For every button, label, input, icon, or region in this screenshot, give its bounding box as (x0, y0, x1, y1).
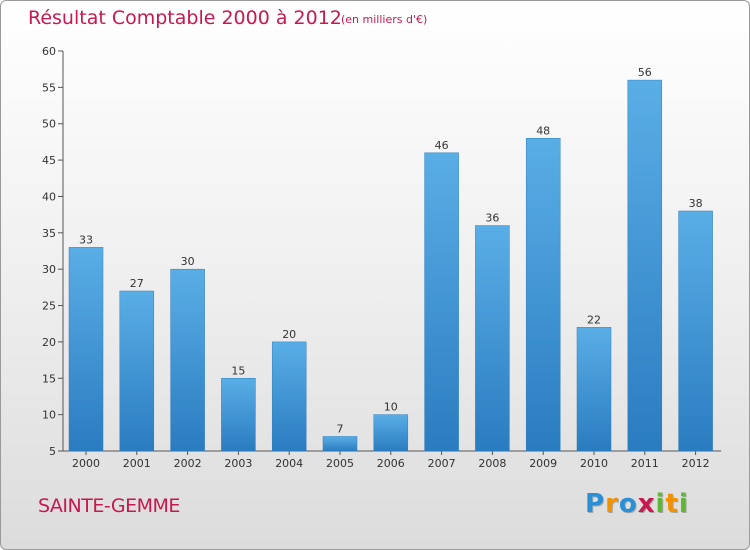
x-tick-label: 2005 (326, 457, 354, 470)
y-tick-label: 25 (42, 300, 56, 313)
value-label-2004: 20 (282, 328, 296, 341)
x-tick-label: 2002 (174, 457, 202, 470)
bar-2006[interactable] (373, 414, 409, 452)
y-tick-label: 40 (42, 190, 56, 203)
y-tick-label: 20 (42, 336, 56, 349)
bar-2007[interactable] (424, 152, 459, 452)
value-label-2010: 22 (587, 313, 601, 326)
bar-2003[interactable] (221, 378, 256, 452)
value-label-2001: 27 (130, 277, 144, 290)
bar-2012[interactable] (678, 210, 713, 452)
logo-letter: i (655, 489, 666, 519)
bar-2010[interactable] (576, 327, 612, 452)
bar-2004[interactable] (271, 341, 307, 452)
y-tick-label: 60 (42, 45, 56, 58)
bar-2005[interactable] (322, 436, 358, 452)
y-tick-label: 15 (42, 372, 56, 385)
x-tick-label: 2004 (275, 457, 303, 470)
value-label-2003: 15 (231, 364, 245, 377)
x-tick-label: 2008 (478, 457, 506, 470)
logo-letter: i (678, 489, 689, 519)
logo-letter: r (605, 489, 619, 519)
logo-letter: x (637, 489, 656, 519)
logo-letter: P (585, 489, 606, 519)
x-tick-label: 2012 (682, 457, 710, 470)
value-label-2006: 10 (384, 401, 398, 414)
bar-2009[interactable] (525, 138, 561, 452)
value-label-2012: 38 (689, 197, 703, 210)
y-tick-label: 50 (42, 118, 56, 131)
value-label-2008: 36 (485, 212, 499, 225)
value-label-2009: 48 (536, 124, 550, 137)
logo-letter: t (665, 489, 679, 519)
value-label-2005: 7 (337, 422, 344, 435)
commune-name: SAINTE-GEMME (38, 495, 180, 517)
value-label-2011: 56 (638, 66, 652, 79)
proxiti-logo[interactable]: Proxiti (585, 489, 689, 519)
x-tick-label: 2006 (377, 457, 405, 470)
x-tick-label: 2001 (123, 457, 151, 470)
x-tick-label: 2000 (72, 457, 100, 470)
y-tick-label: 30 (42, 263, 56, 276)
value-label-2000: 33 (79, 233, 93, 246)
y-tick-label: 45 (42, 154, 56, 167)
x-tick-label: 2010 (580, 457, 608, 470)
x-tick-label: 2007 (428, 457, 456, 470)
data-labels: 33 27 30 15 20 7 10 46 36 48 22 56 38 (79, 66, 703, 435)
bar-2001[interactable] (119, 290, 155, 452)
bar-2000[interactable] (68, 247, 104, 452)
x-tick-label: 2003 (224, 457, 252, 470)
y-tick-label: 5 (49, 445, 56, 458)
value-label-2002: 30 (181, 255, 195, 268)
y-tick-label: 55 (42, 81, 56, 94)
chart-title: Résultat Comptable 2000 à 2012 (28, 7, 342, 29)
logo-letter: o (618, 489, 638, 519)
x-tick-label: 2009 (529, 457, 557, 470)
value-label-2007: 46 (435, 139, 449, 152)
bar-2002[interactable] (170, 268, 205, 452)
bar-2011[interactable] (627, 79, 663, 452)
bar-2008[interactable] (475, 225, 510, 452)
chart-units: (en milliers d'€) (341, 13, 428, 26)
y-tick-label: 10 (42, 409, 56, 422)
bars (68, 79, 713, 452)
x-tick-label: 2011 (631, 457, 659, 470)
y-tick-label: 35 (42, 227, 56, 240)
